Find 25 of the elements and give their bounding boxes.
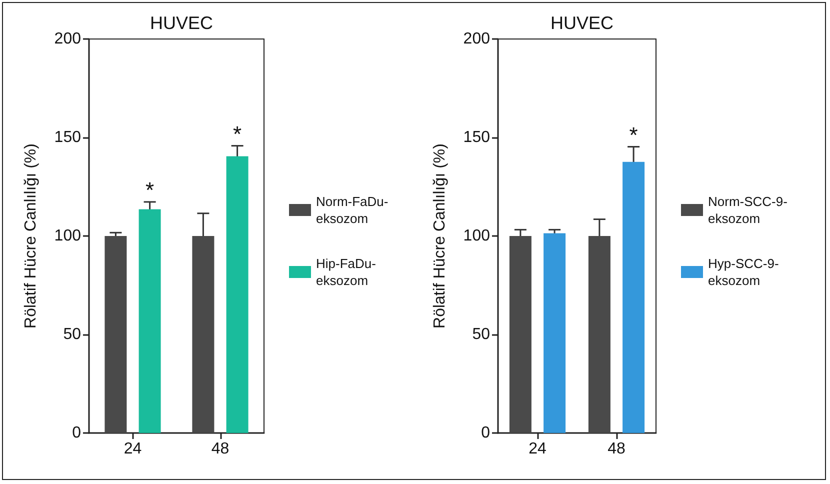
legend-label: Norm-SCC-9-eksozom [708,194,788,226]
y-tick-label: 100 [463,228,490,244]
y-axis-title: Rölatif Hücre Canlılığı (%) [22,144,40,328]
chart-title: HUVEC [550,13,614,33]
x-tick-label: 48 [211,440,230,458]
y-axis-title: Rölatif Hücre Canlılığı (%) [432,144,448,328]
x-tick-label: 24 [528,440,546,458]
y-tick-label: 200 [463,30,490,48]
annotation: * [629,122,638,148]
chart-title: HUVEC [150,13,214,33]
annotation: * [233,121,242,146]
x-tick-label: 48 [608,440,626,458]
y-tick-label: 0 [481,424,490,442]
y-tick-label: 200 [54,30,82,48]
y-tick-label: 150 [54,129,82,146]
x-tick-label: 24 [124,440,142,458]
legend-label: Hip-FaDu-eksozom [316,256,376,288]
annotation: * [146,177,155,202]
y-tick-label: 0 [72,424,82,442]
y-tick-label: 150 [463,129,490,146]
legend-label: Hyp-SCC-9-eksozom [708,256,779,288]
legend-label: Norm-FaDu-eksozom [316,194,388,226]
y-tick-label: 100 [54,228,82,244]
y-tick-label: 50 [63,326,82,343]
y-tick-label: 50 [472,326,490,343]
